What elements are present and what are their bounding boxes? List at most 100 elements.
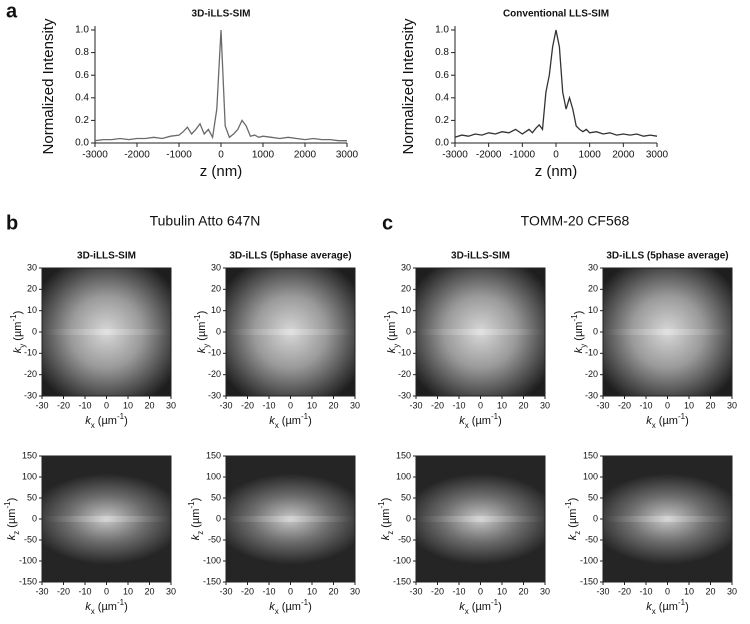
chart-title: 3D-iLLS-SIM xyxy=(192,9,251,20)
label-part: ) xyxy=(6,498,18,502)
label-part: (µm xyxy=(95,415,117,427)
superscript: -1 xyxy=(117,412,125,421)
y-tick-label: 50 xyxy=(401,492,411,502)
label-part: (µm xyxy=(469,601,491,613)
x-tick-label: 0 xyxy=(218,150,224,161)
subscript: z xyxy=(386,531,395,535)
y-tick-label: 1.0 xyxy=(435,25,449,36)
x-tick-label: 1000 xyxy=(579,150,602,161)
x-tick-label: 30 xyxy=(350,586,360,596)
y-tick-label: 50 xyxy=(588,492,598,502)
x-tick-label: -10 xyxy=(639,400,652,410)
y-tick-label: 0.0 xyxy=(435,138,449,149)
label-part: (µm xyxy=(12,322,24,344)
x-tick-label: 20 xyxy=(705,400,715,410)
x-tick-label: 0 xyxy=(478,400,483,410)
y-tick-label: 100 xyxy=(22,471,37,481)
x-tick-label: -30 xyxy=(35,400,48,410)
superscript: -1 xyxy=(570,314,579,322)
x-tick-label: 30 xyxy=(727,400,737,410)
x-tick-label: 0 xyxy=(104,400,109,410)
superscript: -1 xyxy=(377,501,386,509)
band xyxy=(416,516,545,522)
band xyxy=(603,516,732,522)
axis-label: kx (µm-1) xyxy=(85,598,128,616)
y-tick-label: 100 xyxy=(206,471,221,481)
x-tick-label: -30 xyxy=(219,400,232,410)
label-part: k xyxy=(646,601,652,613)
x-tick-label: -20 xyxy=(431,400,444,410)
superscript: -1 xyxy=(301,412,309,421)
y-tick-label: 150 xyxy=(396,450,411,460)
line xyxy=(94,29,347,142)
x-tick-label: 3000 xyxy=(336,150,359,161)
label-part: k xyxy=(269,601,275,613)
x-tick-label: 10 xyxy=(307,586,317,596)
y-tick-label: -10 xyxy=(585,348,598,358)
y-tick-label: 30 xyxy=(27,262,37,272)
x-tick-label: 0 xyxy=(665,400,670,410)
panel-label: a xyxy=(6,0,18,22)
subscript: y xyxy=(18,344,27,348)
x-tick-label: -10 xyxy=(452,400,465,410)
subscript: x xyxy=(465,607,469,616)
y-tick-label: -150 xyxy=(393,576,411,586)
axis-label: kz (µm-1) xyxy=(187,498,205,541)
x-tick-label: 2000 xyxy=(294,150,317,161)
y-tick-label: 1.0 xyxy=(75,25,89,36)
label-part: ) xyxy=(498,601,502,613)
panel-label: c xyxy=(382,212,393,234)
x-tick-label: -30 xyxy=(409,400,422,410)
y-axis-label: Normalized Intensity xyxy=(400,18,417,154)
chart-title: Conventional LLS-SIM xyxy=(503,9,609,20)
x-tick-label: -30 xyxy=(35,586,48,596)
label-part: k xyxy=(459,601,465,613)
x-tick-label: -20 xyxy=(618,400,631,410)
x-tick-label: 20 xyxy=(328,586,338,596)
axis-label: kx (µm-1) xyxy=(646,598,689,616)
x-tick-label: -10 xyxy=(262,586,275,596)
y-tick-label: 0.4 xyxy=(75,92,89,103)
axis-label: kx (µm-1) xyxy=(85,412,128,430)
chart-title: 3D-iLLS-SIM xyxy=(77,251,136,262)
band xyxy=(226,516,355,522)
superscript: -1 xyxy=(9,314,18,322)
subscript: x xyxy=(275,421,279,430)
y-tick-label: 150 xyxy=(583,450,598,460)
label-part: ) xyxy=(386,311,398,315)
y-tick-label: 0.2 xyxy=(75,115,89,126)
line xyxy=(454,29,658,138)
x-tick-label: 20 xyxy=(518,586,528,596)
axis-label: kx (µm-1) xyxy=(459,598,502,616)
label-part: k xyxy=(85,601,91,613)
x-tick-label: -30 xyxy=(596,400,609,410)
y-tick-label: 10 xyxy=(588,305,598,315)
y-tick-label: 10 xyxy=(401,305,411,315)
x-tick-label: -20 xyxy=(57,586,70,596)
x-tick-label: -2000 xyxy=(124,150,150,161)
x-tick-label: 20 xyxy=(518,400,528,410)
panel-label: b xyxy=(6,212,18,234)
y-tick-label: 50 xyxy=(27,492,37,502)
band xyxy=(226,329,355,335)
x-tick-label: -20 xyxy=(57,400,70,410)
axis-label: kx (µm-1) xyxy=(269,412,312,430)
x-tick-label: 0 xyxy=(104,586,109,596)
x-tick-label: -30 xyxy=(596,586,609,596)
y-tick-label: -20 xyxy=(24,369,37,379)
x-tick-label: 0 xyxy=(478,586,483,596)
label-part: k xyxy=(12,347,24,353)
axis-label: kz (µm-1) xyxy=(3,498,21,541)
label-part: ) xyxy=(190,498,202,502)
y-tick-label: 150 xyxy=(22,450,37,460)
label-part: (µm xyxy=(196,322,208,344)
axis-label: kx (µm-1) xyxy=(269,598,312,616)
label-part: (µm xyxy=(567,509,579,531)
y-tick-label: 0 xyxy=(406,513,411,523)
label-part: k xyxy=(196,347,208,353)
x-tick-label: 0 xyxy=(288,586,293,596)
x-tick-label: 3000 xyxy=(646,150,669,161)
label-part: k xyxy=(6,534,18,540)
x-tick-label: -10 xyxy=(78,400,91,410)
